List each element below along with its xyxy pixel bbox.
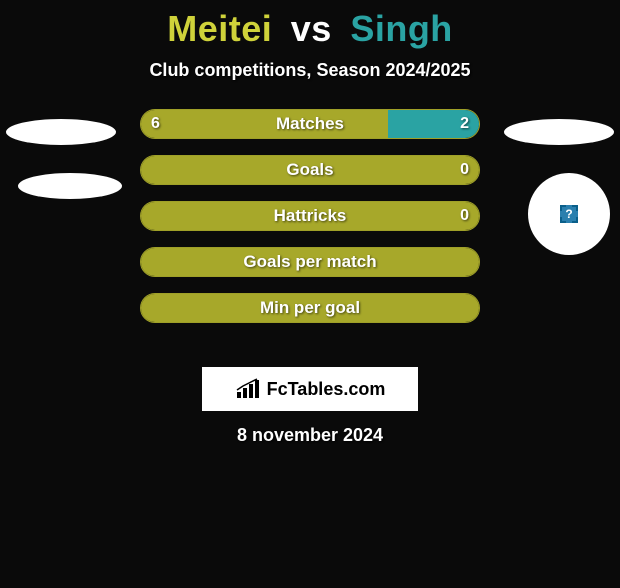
decor-ellipse-left-top — [6, 119, 116, 145]
decor-ellipse-left-bot — [18, 173, 122, 199]
bar-seg-left — [141, 110, 388, 138]
title-player2: Singh — [350, 8, 452, 49]
bar-seg-right — [388, 110, 479, 138]
help-badge-glyph: ? — [565, 207, 572, 221]
brand-chart-icon — [235, 378, 261, 400]
brand-box: FcTables.com — [202, 367, 418, 411]
bar-seg-left — [141, 156, 479, 184]
date-text: 8 november 2024 — [0, 425, 620, 446]
bar-chart: Matches62 Goals0 Hattricks0 Goals per match… — [140, 109, 480, 339]
bar-row: Goals per match — [140, 247, 480, 277]
bar-row: Goals0 — [140, 155, 480, 185]
comparison-area: ? Matches62 Goals0 Hattricks0 Goals per mat… — [0, 109, 620, 349]
bar-seg-left — [141, 294, 479, 322]
bar-row: Matches62 — [140, 109, 480, 139]
title-vs: vs — [291, 8, 332, 49]
decor-circle-right: ? — [528, 173, 610, 255]
title-player1: Meitei — [167, 8, 272, 49]
title: Meitei vs Singh — [0, 8, 620, 50]
brand-text: FcTables.com — [267, 379, 386, 400]
help-badge-icon: ? — [560, 205, 578, 223]
bar-seg-left — [141, 248, 479, 276]
bar-row: Hattricks0 — [140, 201, 480, 231]
subtitle: Club competitions, Season 2024/2025 — [0, 60, 620, 81]
bar-seg-left — [141, 202, 479, 230]
bar-row: Min per goal — [140, 293, 480, 323]
decor-ellipse-right-top — [504, 119, 614, 145]
